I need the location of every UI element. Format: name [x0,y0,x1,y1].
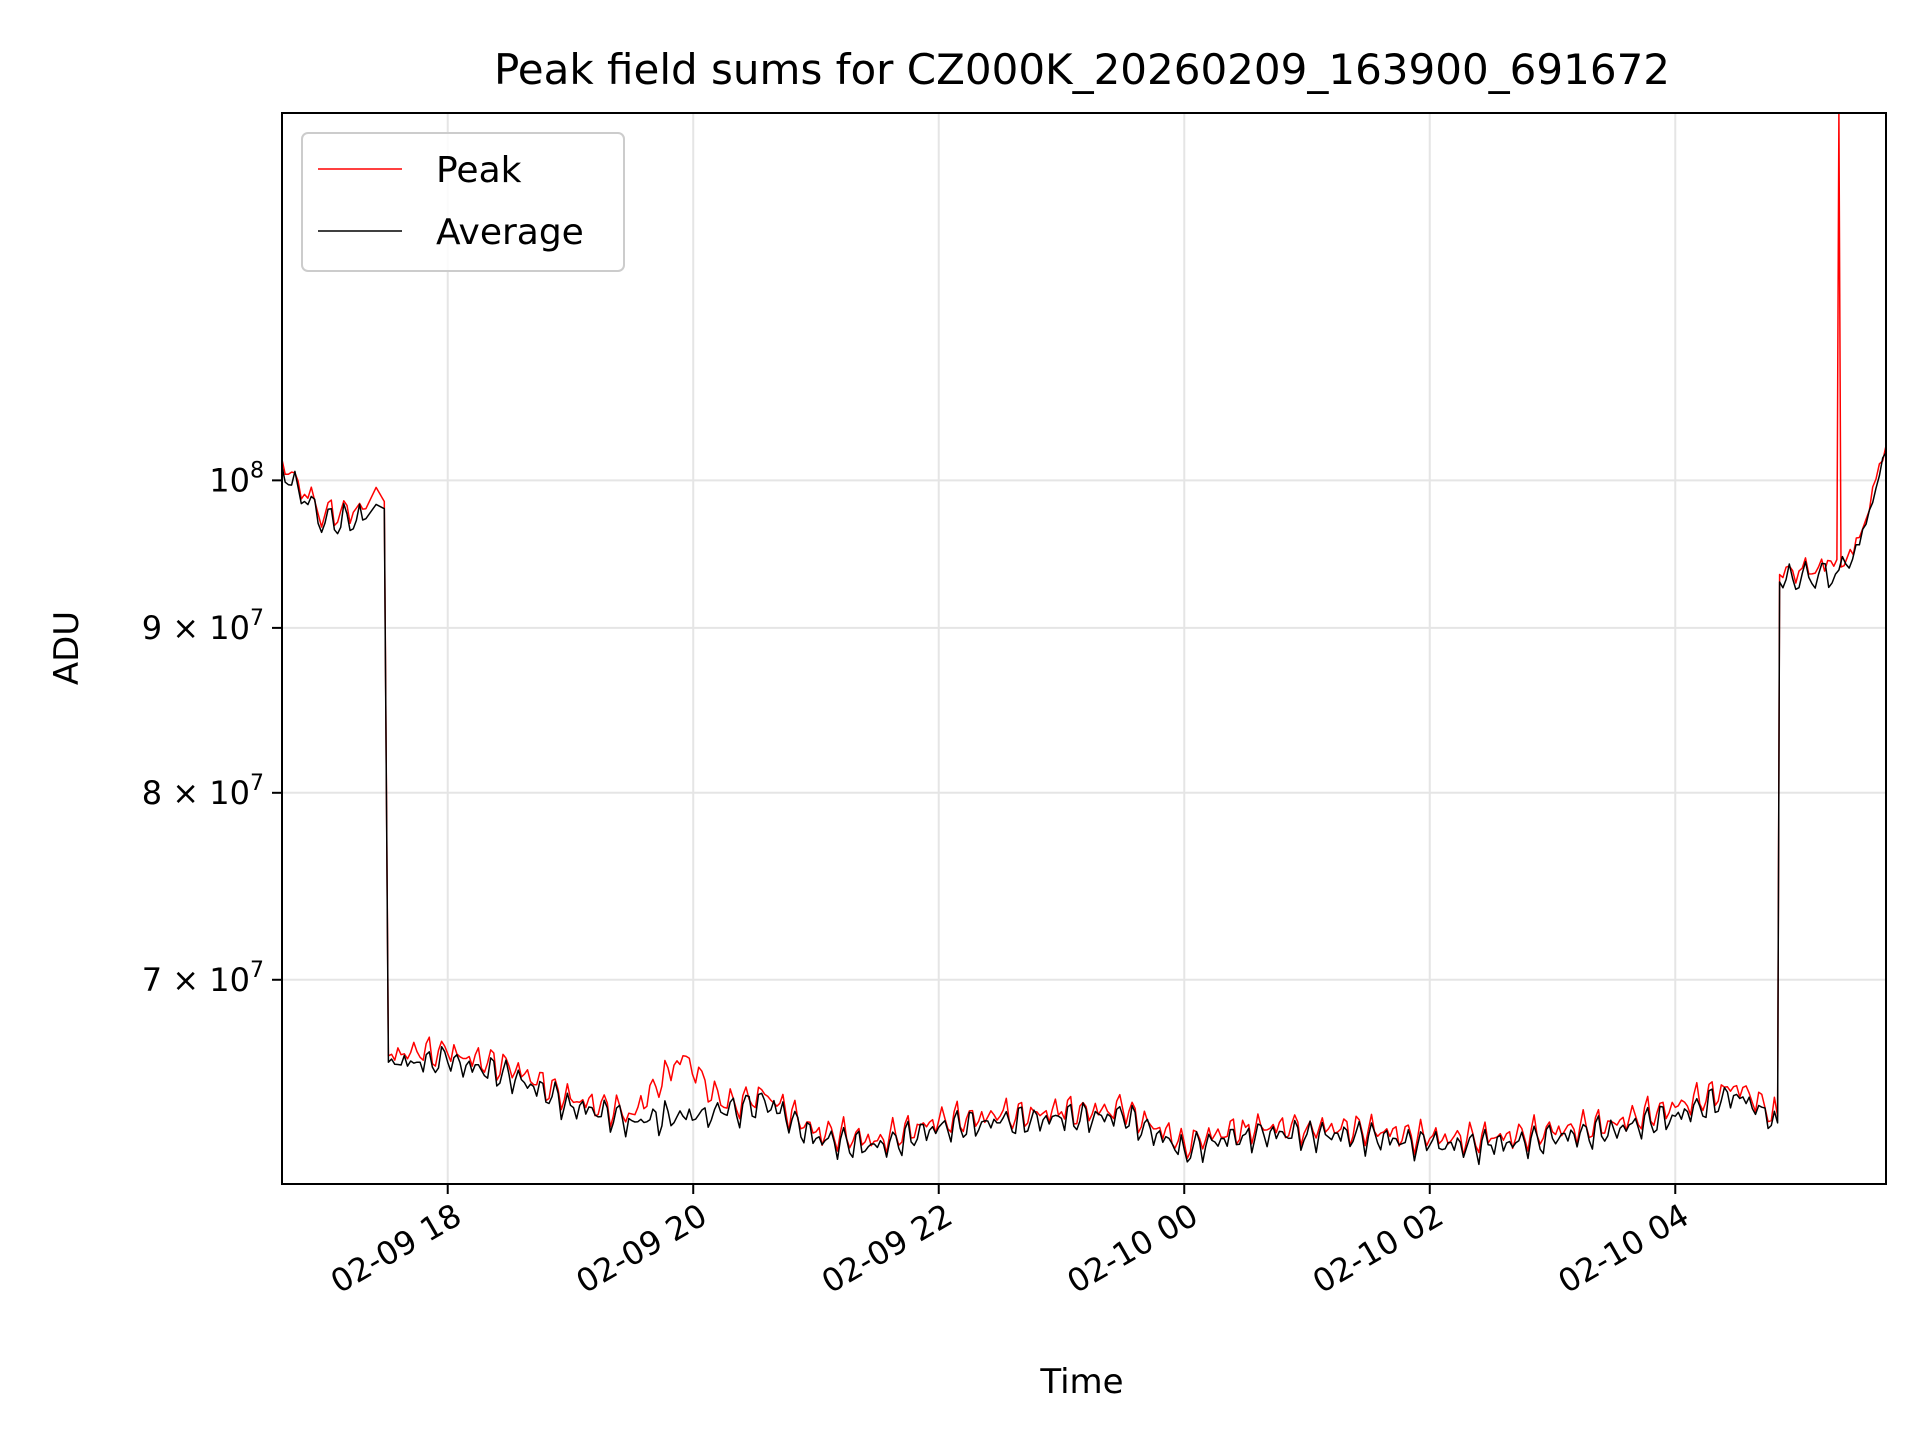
legend: Peak Average [301,132,625,272]
y-tick-label: 8 × 107 [142,771,264,812]
chart-title: Peak field sums for CZ000K_20260209_1639… [494,45,1670,94]
y-tick-label: 108 [209,458,264,499]
y-axis: 108 9 × 107 8 × 107 7 × 107 [142,458,282,999]
y-tick-label: 9 × 107 [142,606,264,647]
gridlines [282,113,1886,1184]
y-tick-label: 7 × 107 [142,958,264,999]
series-line-peak [281,112,1887,1160]
series-lines [281,112,1887,1166]
legend-label-peak: Peak [436,150,522,191]
series-line-average [281,452,1887,1166]
plot-frame [281,112,1887,1185]
x-axis-title: Time [1039,1362,1123,1402]
legend-box [301,132,625,272]
y-axis-title: ADU [47,611,87,685]
legend-label-average: Average [436,212,584,253]
